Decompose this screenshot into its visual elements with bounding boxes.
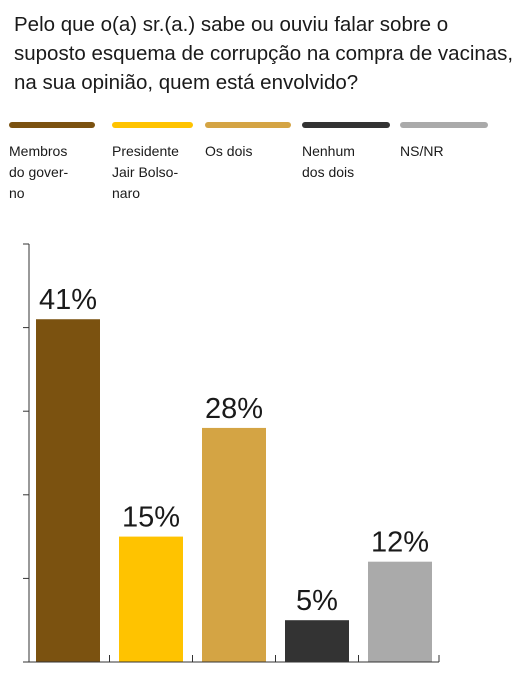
legend-swatch: [400, 122, 488, 128]
legend-label: Os dois: [205, 143, 253, 159]
legend-item-os-dois: Os dois: [205, 122, 291, 162]
chart-question-title: Pelo que o(a) sr.(a.) sabe ou ouviu fala…: [14, 13, 514, 94]
bar-1: [36, 319, 100, 662]
bar-value-label: 15%: [122, 502, 180, 534]
legend-item-nenhum-dos-dois: Nenhum dos dois: [302, 122, 390, 183]
legend-label: Presidente Jair Bolso- naro: [112, 143, 179, 201]
chart-legend: Membros do gover- no Presidente Jair Bol…: [0, 122, 523, 212]
bar-value-label: 41%: [39, 284, 97, 316]
legend-swatch: [9, 122, 95, 128]
bar-value-label: 28%: [205, 393, 263, 425]
bar-value-label: 5%: [296, 585, 338, 617]
legend-item-presidente-jair-bolsonaro: Presidente Jair Bolso- naro: [112, 122, 193, 204]
bar-5: [368, 561, 432, 662]
bar-2: [119, 536, 183, 662]
legend-swatch: [205, 122, 291, 128]
legend-label: Membros do gover- no: [9, 143, 69, 201]
legend-swatch: [112, 122, 193, 128]
bar-value-label: 12%: [371, 527, 429, 559]
legend-item-membros-do-governo: Membros do gover- no: [9, 122, 95, 204]
legend-label: Nenhum dos dois: [302, 143, 355, 180]
legend-item-ns-nr: NS/NR: [400, 122, 488, 162]
bar-4: [285, 620, 349, 662]
bar-3: [202, 427, 266, 662]
legend-swatch: [302, 122, 390, 128]
legend-label: NS/NR: [400, 143, 444, 159]
